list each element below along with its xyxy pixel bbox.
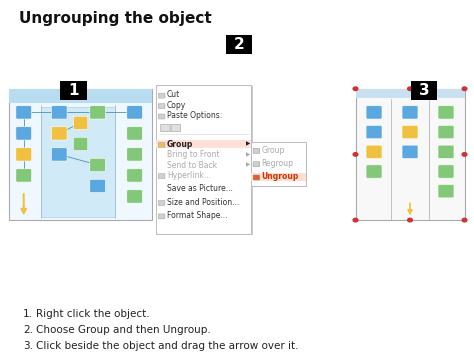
FancyBboxPatch shape: [156, 85, 251, 234]
FancyBboxPatch shape: [438, 125, 454, 139]
FancyBboxPatch shape: [127, 148, 142, 161]
FancyBboxPatch shape: [356, 89, 465, 98]
Circle shape: [408, 218, 412, 222]
Text: Paste Options:: Paste Options:: [167, 111, 222, 120]
FancyBboxPatch shape: [402, 106, 418, 119]
Text: Send to Back: Send to Back: [167, 160, 217, 169]
FancyBboxPatch shape: [73, 116, 88, 130]
Text: 3.: 3.: [23, 341, 33, 351]
FancyBboxPatch shape: [9, 89, 152, 103]
Text: Right click the object.: Right click the object.: [36, 309, 149, 319]
FancyBboxPatch shape: [438, 165, 454, 178]
Text: Click beside the object and drag the arrow over it.: Click beside the object and drag the arr…: [36, 341, 298, 351]
Text: Choose Group and then Ungroup.: Choose Group and then Ungroup.: [36, 325, 210, 335]
FancyBboxPatch shape: [51, 106, 67, 119]
FancyBboxPatch shape: [90, 106, 105, 119]
FancyBboxPatch shape: [158, 114, 165, 119]
FancyBboxPatch shape: [158, 174, 165, 179]
Text: Bring to Front: Bring to Front: [167, 150, 219, 159]
FancyBboxPatch shape: [438, 185, 454, 198]
FancyBboxPatch shape: [158, 142, 165, 147]
Text: Hyperlink...: Hyperlink...: [167, 171, 211, 180]
FancyBboxPatch shape: [251, 142, 306, 186]
FancyBboxPatch shape: [51, 148, 67, 161]
FancyBboxPatch shape: [366, 165, 382, 178]
FancyBboxPatch shape: [366, 145, 382, 158]
Text: Format Shape...: Format Shape...: [167, 211, 228, 220]
FancyBboxPatch shape: [127, 169, 142, 182]
FancyBboxPatch shape: [251, 173, 306, 181]
FancyBboxPatch shape: [73, 137, 88, 151]
FancyBboxPatch shape: [158, 104, 165, 109]
FancyBboxPatch shape: [9, 89, 152, 220]
FancyBboxPatch shape: [438, 145, 454, 158]
Text: Save as Picture...: Save as Picture...: [167, 184, 233, 193]
FancyBboxPatch shape: [158, 86, 253, 235]
Circle shape: [462, 153, 467, 156]
Text: 2.: 2.: [23, 325, 33, 335]
Circle shape: [353, 218, 358, 222]
FancyBboxPatch shape: [438, 106, 454, 119]
FancyBboxPatch shape: [127, 127, 142, 140]
Circle shape: [462, 87, 467, 91]
Circle shape: [353, 87, 358, 91]
FancyBboxPatch shape: [402, 125, 418, 139]
Text: 1: 1: [68, 83, 79, 98]
FancyBboxPatch shape: [158, 201, 165, 206]
Text: Ungroup: Ungroup: [262, 172, 299, 181]
Text: Regroup: Regroup: [262, 159, 294, 168]
Text: ▶: ▶: [246, 152, 251, 157]
Text: Size and Position...: Size and Position...: [167, 198, 239, 207]
FancyBboxPatch shape: [253, 148, 260, 153]
Text: Ungrouping the object: Ungrouping the object: [19, 11, 212, 26]
FancyBboxPatch shape: [158, 93, 165, 98]
Text: Group: Group: [262, 146, 285, 155]
FancyBboxPatch shape: [16, 127, 31, 140]
Circle shape: [462, 218, 467, 222]
Text: 3: 3: [419, 83, 429, 98]
FancyBboxPatch shape: [253, 143, 307, 187]
Text: Group: Group: [167, 140, 193, 149]
FancyBboxPatch shape: [366, 125, 382, 139]
Text: ▶: ▶: [246, 142, 251, 147]
FancyBboxPatch shape: [61, 81, 86, 100]
FancyBboxPatch shape: [356, 89, 465, 220]
FancyBboxPatch shape: [171, 125, 181, 132]
FancyBboxPatch shape: [127, 190, 142, 203]
FancyBboxPatch shape: [90, 158, 105, 171]
FancyBboxPatch shape: [226, 34, 252, 54]
FancyBboxPatch shape: [41, 106, 115, 217]
FancyBboxPatch shape: [51, 127, 67, 140]
FancyBboxPatch shape: [16, 106, 31, 119]
Text: 2: 2: [234, 37, 245, 52]
Circle shape: [408, 87, 412, 91]
FancyBboxPatch shape: [16, 169, 31, 182]
FancyBboxPatch shape: [90, 179, 105, 193]
FancyBboxPatch shape: [253, 162, 260, 167]
Text: 1.: 1.: [23, 309, 33, 319]
FancyBboxPatch shape: [156, 140, 251, 148]
Text: ▶: ▶: [246, 163, 251, 168]
Text: Copy: Copy: [167, 101, 186, 110]
FancyBboxPatch shape: [402, 145, 418, 158]
FancyBboxPatch shape: [411, 81, 437, 100]
FancyBboxPatch shape: [158, 214, 165, 219]
FancyBboxPatch shape: [16, 148, 31, 161]
Circle shape: [353, 153, 358, 156]
FancyBboxPatch shape: [161, 125, 170, 132]
FancyBboxPatch shape: [127, 106, 142, 119]
FancyBboxPatch shape: [253, 175, 260, 180]
Text: Cut: Cut: [167, 91, 180, 99]
FancyBboxPatch shape: [366, 106, 382, 119]
